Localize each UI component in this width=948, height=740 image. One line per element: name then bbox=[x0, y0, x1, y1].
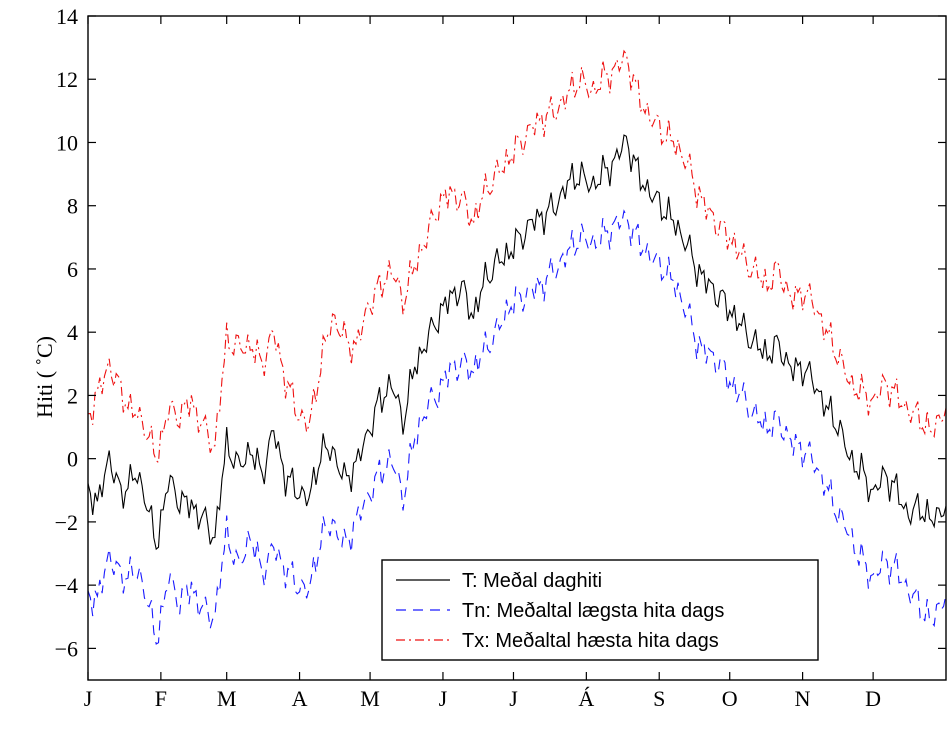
y-tick-label: 6 bbox=[67, 257, 78, 282]
legend-entry: T: Meðal daghiti bbox=[462, 570, 602, 592]
y-tick-label: −2 bbox=[55, 510, 78, 535]
x-tick-label: M bbox=[217, 686, 237, 711]
legend-box bbox=[381, 559, 819, 661]
y-tick-label: 14 bbox=[56, 4, 78, 29]
x-tick-label: J bbox=[84, 686, 93, 711]
x-tick-label: D bbox=[865, 686, 881, 711]
x-tick-label: Á bbox=[578, 686, 594, 711]
x-tick-label: J bbox=[439, 686, 448, 711]
y-tick-label: 2 bbox=[67, 383, 78, 408]
x-tick-label: N bbox=[795, 686, 811, 711]
series-layer bbox=[87, 49, 947, 645]
series-line-0 bbox=[87, 134, 947, 551]
y-tick-label: −4 bbox=[55, 573, 78, 598]
y-tick-label: 8 bbox=[67, 194, 78, 219]
x-tick-label: S bbox=[653, 686, 665, 711]
x-tick-label: J bbox=[509, 686, 518, 711]
axes-layer: −6 −4 −2 0 2 4 6 8 10 12 14 J F M A M J J Á S O N D bbox=[55, 4, 947, 711]
legend: T: Meðal daghiti Tn: Meðaltal lægsta hita… bbox=[381, 559, 819, 661]
x-tick-label: M bbox=[360, 686, 380, 711]
y-tick-label: 0 bbox=[67, 447, 78, 472]
y-tick-label: 10 bbox=[56, 130, 78, 155]
x-tick-label: A bbox=[292, 686, 308, 711]
x-tick-label: O bbox=[722, 686, 738, 711]
legend-entry: Tx: Meðaltal hæsta hita dags bbox=[462, 630, 719, 652]
y-tick-label: 12 bbox=[56, 67, 78, 92]
legend-entry: Tn: Meðaltal lægsta hita dags bbox=[462, 600, 724, 622]
x-tick-label: F bbox=[155, 686, 167, 711]
y-tick-label: −6 bbox=[55, 636, 78, 661]
y-tick-label: 4 bbox=[67, 320, 78, 345]
axes-frame bbox=[87, 15, 947, 681]
y-axis-label: Hiti ( ˚C) bbox=[32, 336, 57, 418]
